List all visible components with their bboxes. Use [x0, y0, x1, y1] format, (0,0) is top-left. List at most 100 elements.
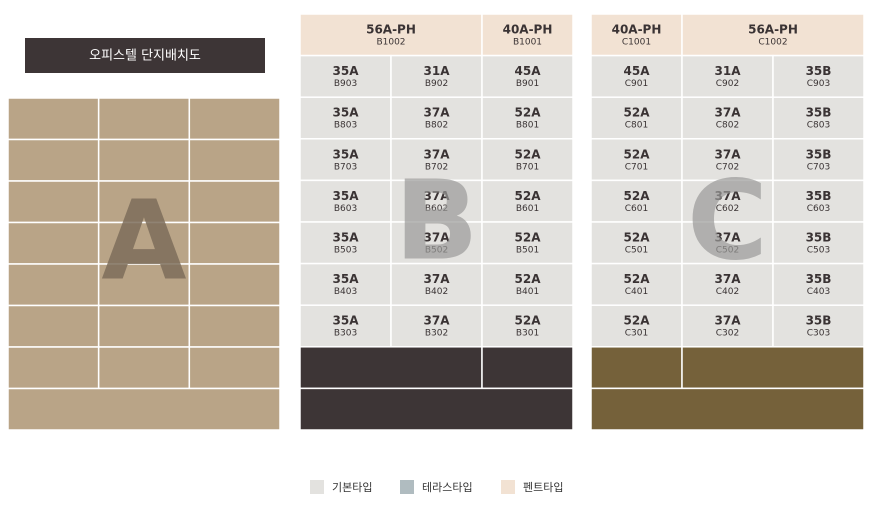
unit-number: B601 [516, 204, 539, 214]
unit-type: 35A [333, 272, 360, 286]
unit-number: C503 [807, 246, 830, 256]
block-a-cell [188, 346, 281, 390]
unit-number: B303 [334, 329, 357, 339]
legend-label: 기본타입 [332, 481, 372, 494]
unit-cell [390, 179, 483, 223]
unit-cell [772, 262, 865, 306]
penthouse-cell [681, 13, 865, 57]
unit-cell [772, 96, 865, 140]
block-a-cell [188, 97, 281, 141]
unit-number: C303 [807, 329, 830, 339]
unit-cell [681, 179, 774, 223]
unit-number: B603 [334, 204, 357, 214]
podium-cell [481, 346, 574, 390]
unit-number: C401 [625, 287, 648, 297]
podium-cell [590, 346, 683, 390]
unit-number: B701 [516, 162, 539, 172]
unit-cell [390, 221, 483, 265]
unit-cell [772, 179, 865, 223]
unit-number: B903 [334, 79, 357, 89]
unit-type: 52A [515, 272, 542, 286]
unit-number: C602 [716, 204, 739, 214]
unit-number: B1002 [376, 38, 405, 48]
unit-number: B902 [425, 79, 448, 89]
unit-number: B803 [334, 121, 357, 131]
unit-type: 37A [715, 231, 742, 245]
block-letter: B [395, 156, 479, 284]
block-a-cell [188, 180, 281, 224]
unit-type: 35A [333, 314, 360, 328]
unit-cell [299, 96, 392, 140]
unit-type: 40A-PH [503, 23, 553, 37]
block-a-cell [7, 138, 100, 182]
unit-number: B1001 [513, 38, 542, 48]
unit-number: C603 [807, 204, 830, 214]
unit-cell [481, 54, 574, 98]
block-a-cell [97, 346, 191, 390]
podium-cell [299, 387, 574, 431]
unit-number: C902 [716, 79, 739, 89]
unit-number: B402 [425, 287, 448, 297]
unit-number: B703 [334, 162, 357, 172]
title: 오피스텔 단지배치도 [89, 49, 201, 64]
unit-number: C1002 [758, 38, 787, 48]
unit-number: B401 [516, 287, 539, 297]
unit-type: 56A-PH [748, 23, 798, 37]
block-a-cell [7, 346, 100, 390]
block-a-cell [97, 180, 191, 224]
block-a-cell [7, 304, 100, 348]
unit-cell [590, 54, 683, 98]
block-a-cell [188, 138, 281, 182]
unit-cell [390, 138, 483, 182]
unit-type: 37A [424, 189, 451, 203]
unit-type: 52A [624, 147, 651, 161]
unit-number: C501 [625, 246, 648, 256]
unit-number: C903 [807, 79, 830, 89]
block-a-cell [97, 304, 191, 348]
unit-type: 45A [515, 64, 542, 78]
unit-number: C802 [716, 121, 739, 131]
unit-type: 52A [624, 272, 651, 286]
unit-type: 35B [806, 64, 832, 78]
block-a-cell [97, 138, 191, 182]
unit-cell [481, 262, 574, 306]
unit-type: 35A [333, 189, 360, 203]
unit-type: 37A [424, 272, 451, 286]
unit-number: B602 [425, 204, 448, 214]
unit-number: B901 [516, 79, 539, 89]
unit-number: B802 [425, 121, 448, 131]
unit-type: 35A [333, 231, 360, 245]
unit-type: 37A [715, 272, 742, 286]
unit-type: 52A [624, 231, 651, 245]
unit-number: C703 [807, 162, 830, 172]
legend-label: 테라스타입 [422, 481, 473, 494]
legend-label: 펜트타입 [523, 481, 563, 494]
unit-number: B502 [425, 246, 448, 256]
unit-type: 35B [806, 272, 832, 286]
block-a-cell [188, 304, 281, 348]
unit-cell [590, 221, 683, 265]
unit-number: C801 [625, 121, 648, 131]
unit-cell [299, 304, 392, 348]
unit-type: 35A [333, 147, 360, 161]
unit-type: 56A-PH [366, 23, 416, 37]
unit-cell [590, 262, 683, 306]
block-a-cell [7, 387, 281, 431]
block-a-cell [7, 221, 100, 265]
unit-type: 37A [715, 189, 742, 203]
unit-type: 31A [715, 64, 742, 78]
unit-number: C402 [716, 287, 739, 297]
unit-number: B501 [516, 246, 539, 256]
unit-number: C403 [807, 287, 830, 297]
unit-type: 35B [806, 147, 832, 161]
unit-number: C301 [625, 329, 648, 339]
block-a-cell [97, 263, 191, 307]
unit-cell [299, 262, 392, 306]
unit-type: 52A [624, 106, 651, 120]
unit-number: B702 [425, 162, 448, 172]
block-a-cell [97, 97, 191, 141]
unit-cell [681, 304, 774, 348]
unit-type: 52A [515, 147, 542, 161]
block-a-cell [188, 221, 281, 265]
unit-type: 40A-PH [612, 23, 662, 37]
